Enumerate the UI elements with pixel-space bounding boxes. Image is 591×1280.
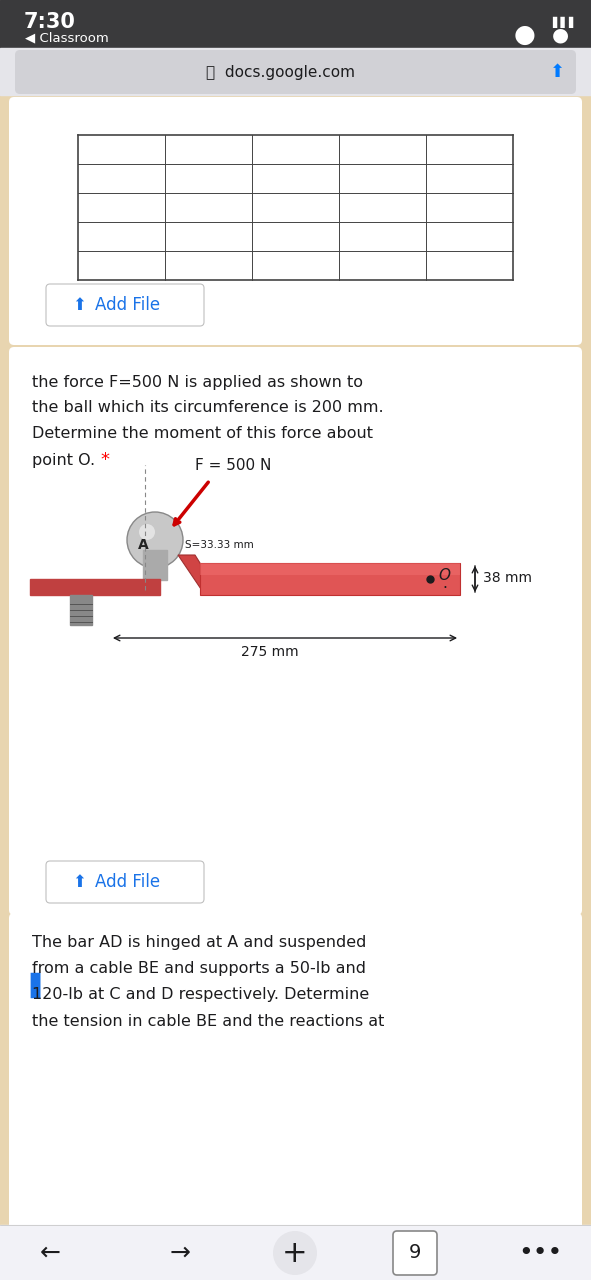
- Text: 🔒  docs.google.com: 🔒 docs.google.com: [206, 64, 355, 79]
- Text: point O.: point O.: [32, 453, 100, 467]
- FancyBboxPatch shape: [46, 284, 204, 326]
- Bar: [30, 579, 160, 595]
- Text: ▐: ▐: [20, 973, 39, 997]
- Circle shape: [127, 512, 183, 568]
- FancyBboxPatch shape: [9, 347, 582, 915]
- Text: Determine the moment of this force about: Determine the moment of this force about: [32, 426, 373, 442]
- Text: +: +: [282, 1239, 308, 1267]
- Text: 7:30: 7:30: [24, 12, 76, 32]
- FancyBboxPatch shape: [393, 1231, 437, 1275]
- Circle shape: [273, 1231, 317, 1275]
- Text: •••: •••: [518, 1242, 562, 1265]
- Bar: [200, 563, 460, 575]
- Bar: [70, 595, 92, 625]
- Text: A: A: [138, 538, 148, 552]
- Text: S=33.33 mm: S=33.33 mm: [185, 540, 254, 550]
- Text: 38 mm: 38 mm: [483, 571, 532, 585]
- Bar: [0, 47, 591, 95]
- Text: ⬆: ⬆: [72, 296, 86, 314]
- Text: .: .: [442, 576, 447, 590]
- Text: from a cable BE and supports a 50-lb and: from a cable BE and supports a 50-lb and: [32, 961, 366, 977]
- Circle shape: [139, 524, 155, 540]
- Text: ←: ←: [40, 1242, 60, 1265]
- Text: 120-lb at C and D respectively. Determine: 120-lb at C and D respectively. Determin…: [32, 987, 369, 1002]
- Polygon shape: [178, 556, 220, 595]
- Text: 9: 9: [409, 1243, 421, 1262]
- Text: ▌▌▌: ▌▌▌: [552, 17, 578, 28]
- Text: the ball which its circumference is 200 mm.: the ball which its circumference is 200 …: [32, 401, 384, 416]
- Text: Add File: Add File: [95, 873, 160, 891]
- FancyBboxPatch shape: [9, 97, 582, 346]
- Text: ●: ●: [551, 26, 569, 45]
- Text: Add File: Add File: [95, 296, 160, 314]
- FancyBboxPatch shape: [9, 913, 582, 1230]
- Text: the tension in cable BE and the reactions at: the tension in cable BE and the reaction…: [32, 1014, 384, 1029]
- Text: ⬆: ⬆: [550, 63, 564, 81]
- Text: the force F=500 N is applied as shown to: the force F=500 N is applied as shown to: [32, 375, 363, 389]
- Text: ●: ●: [514, 23, 536, 47]
- FancyBboxPatch shape: [46, 861, 204, 902]
- Text: The bar AD is hinged at A and suspended: The bar AD is hinged at A and suspended: [32, 936, 366, 951]
- Text: F = 500 N: F = 500 N: [195, 457, 271, 472]
- Text: 275 mm: 275 mm: [241, 645, 299, 659]
- Text: →: →: [170, 1242, 190, 1265]
- Bar: [143, 550, 167, 580]
- Text: ◀ Classroom: ◀ Classroom: [25, 32, 109, 45]
- Bar: [0, 1225, 591, 1280]
- Text: *: *: [100, 451, 109, 468]
- Bar: [200, 563, 460, 595]
- FancyBboxPatch shape: [15, 50, 576, 93]
- Bar: [0, 0, 591, 47]
- Text: ⬆: ⬆: [72, 873, 86, 891]
- Text: O: O: [438, 567, 450, 582]
